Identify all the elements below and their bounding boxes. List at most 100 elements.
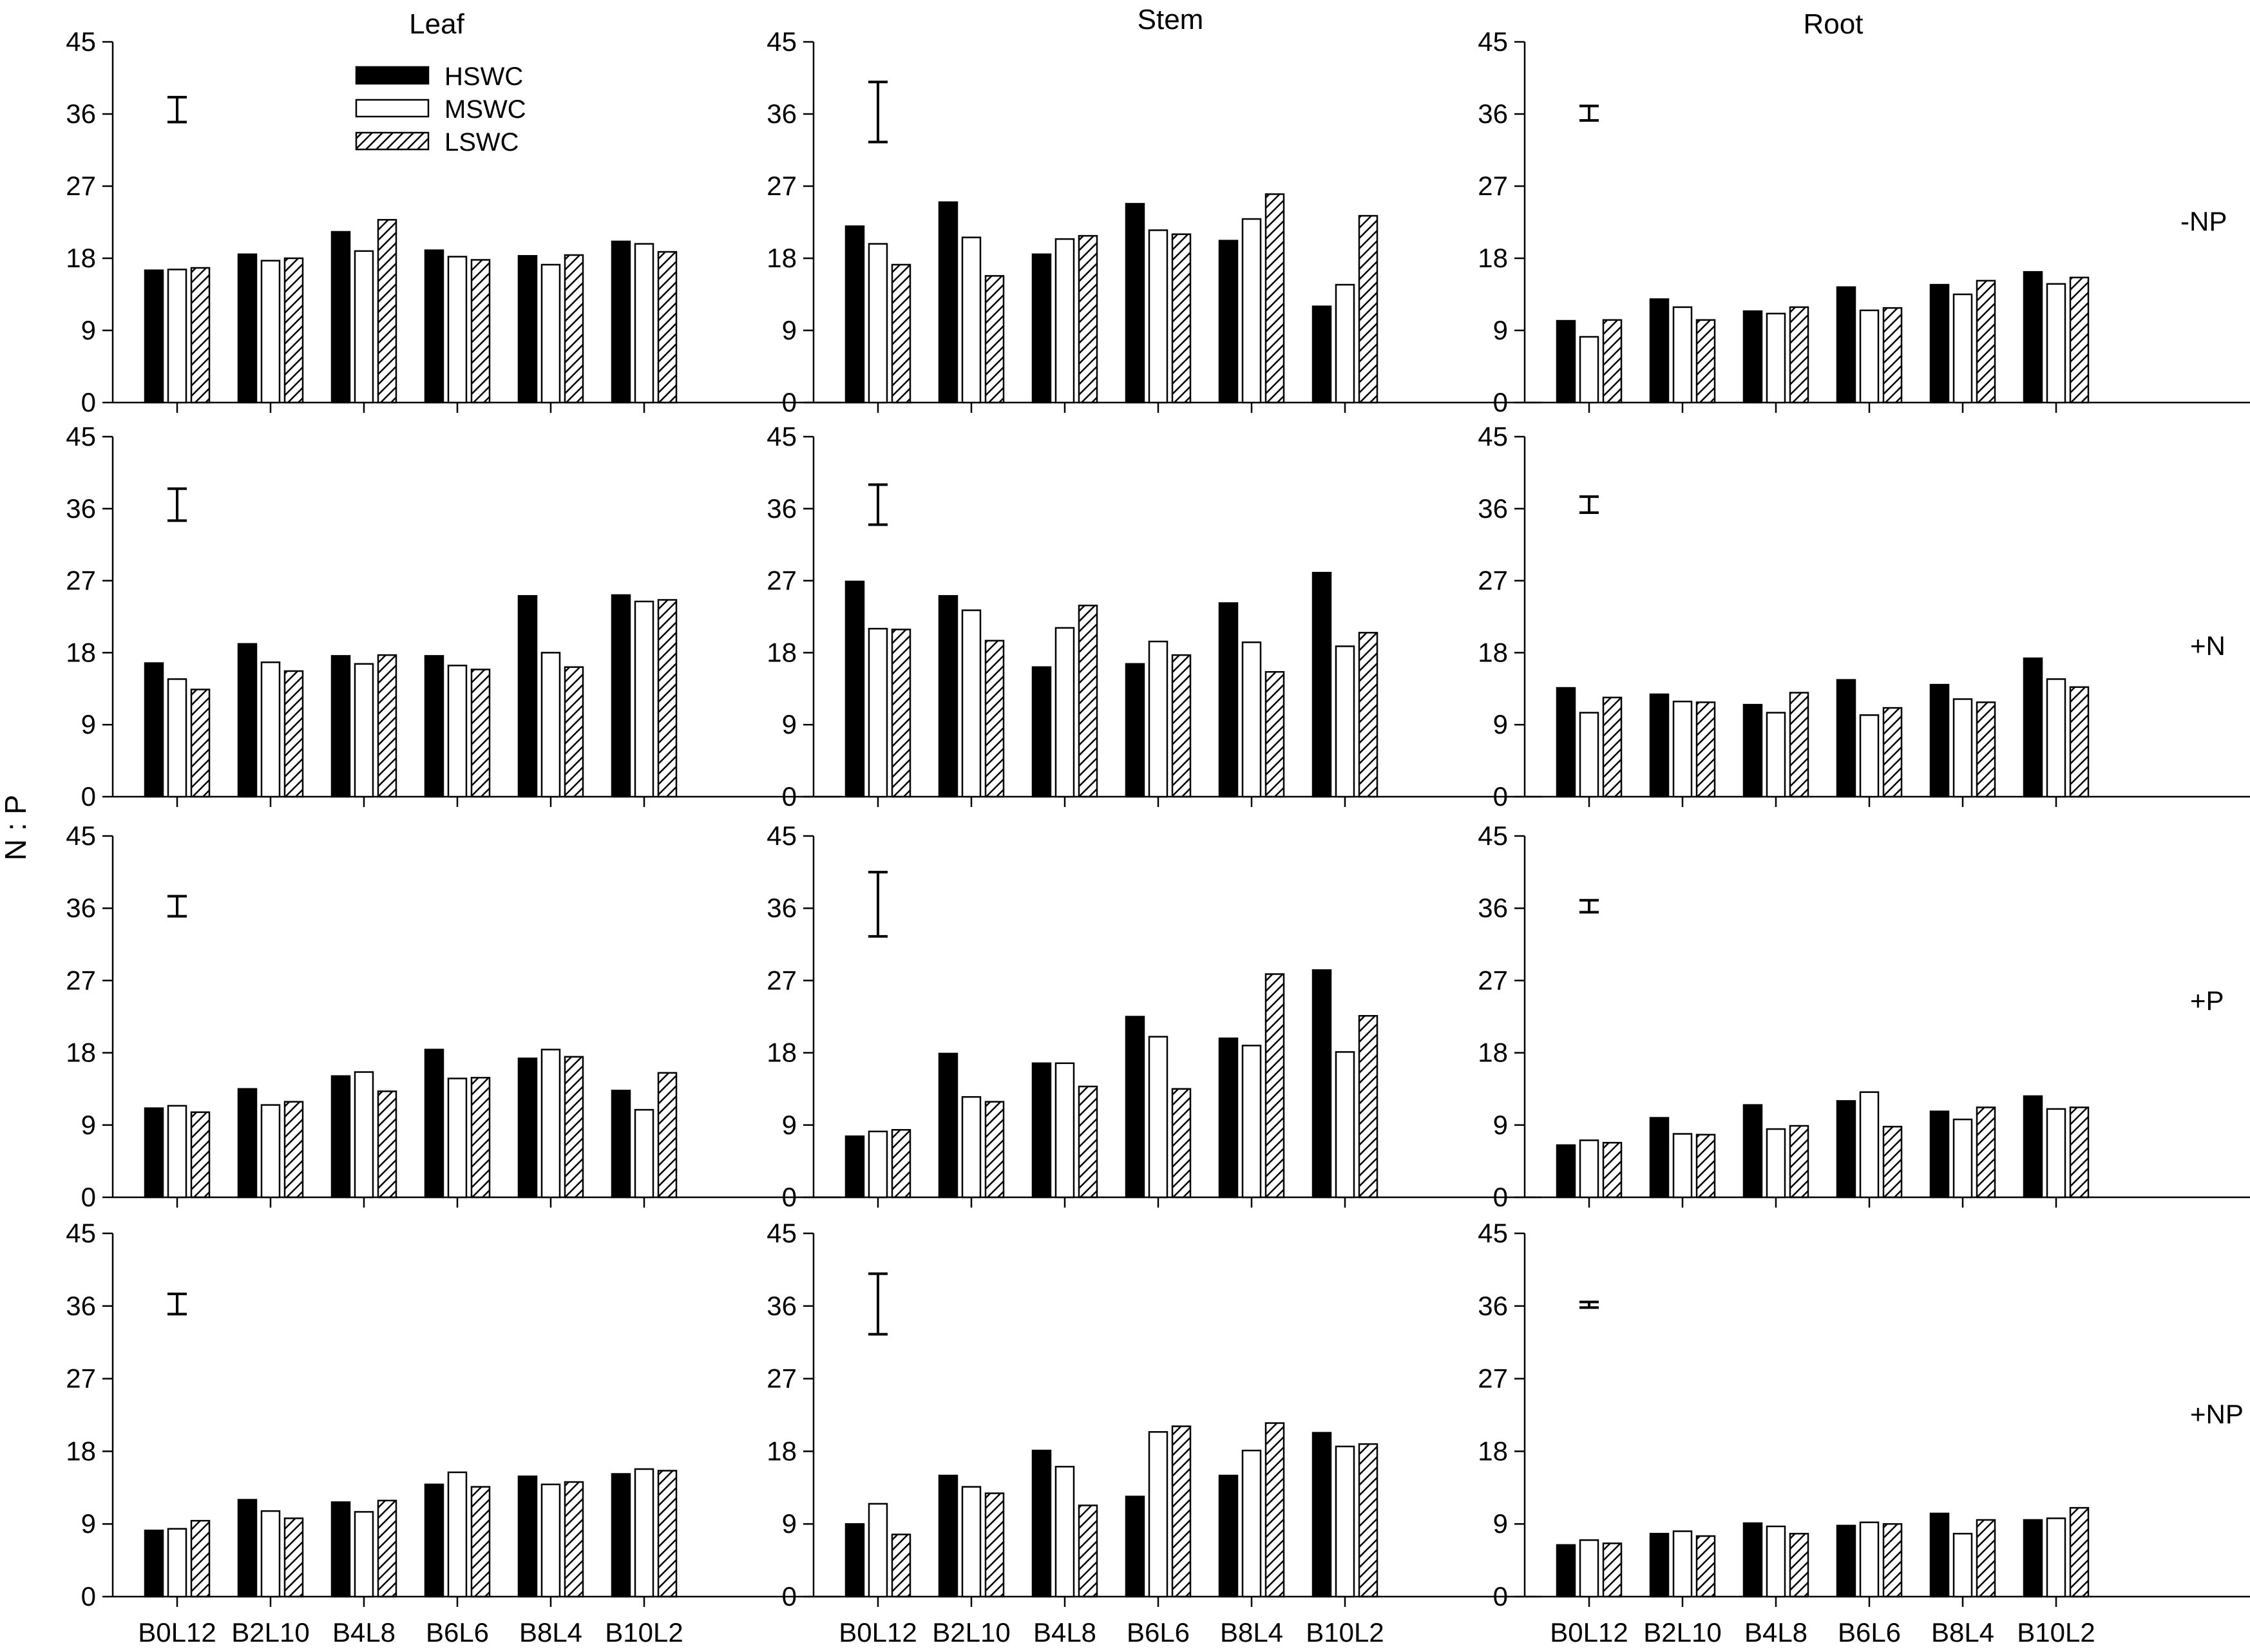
- y-tick-label: 0: [1493, 781, 1508, 812]
- y-tick-label: 36: [767, 893, 797, 923]
- error-bar-plus-np-root: [1579, 1300, 1599, 1309]
- bar-plus-np-root-hswc-b0l12: [1556, 1544, 1576, 1598]
- panel-plus-np-stem: 0 9 18 27 36 45 B0L12 B2L10 B4L8 B6L6 B8L4 B10L2: [767, 1218, 1541, 1647]
- bar-plus-n-stem-mswc-b0l12: [868, 627, 888, 798]
- bar-plus-n-leaf-mswc-b0l12: [167, 678, 187, 798]
- bar-plus-np-root-lswc-b10l2: [2069, 1506, 2090, 1598]
- x-tick-label-b8l4: B8L4: [519, 1617, 582, 1647]
- bar-plus-p-root-lswc-b6l6: [1882, 1126, 1903, 1199]
- y-tick-label: 9: [81, 1110, 96, 1140]
- bar-plus-n-leaf-hswc-b8l4: [517, 594, 538, 798]
- y-tick-label: 27: [1478, 1363, 1508, 1394]
- y-tick-label: 18: [767, 1436, 797, 1466]
- bar-plus-n-stem-mswc-b6l6: [1148, 640, 1168, 798]
- legend-swatch-lswc: [355, 131, 430, 151]
- panel-plus-p-stem: 0 9 18 27 36 45: [767, 821, 1541, 1212]
- y-tick-label: 0: [782, 781, 797, 812]
- bar-plus-np-root-lswc-b6l6: [1882, 1523, 1903, 1598]
- bar-plus-n-root-mswc-b2l10: [1672, 700, 1693, 798]
- bar-plus-p-root-mswc-b2l10: [1672, 1133, 1693, 1199]
- bar-plus-p-leaf-mswc-b6l6: [447, 1078, 468, 1199]
- bar-plus-p-root-mswc-b8l4: [1952, 1118, 1973, 1199]
- bar-plus-np-stem-lswc-b6l6: [1171, 1425, 1192, 1598]
- bar-minus-np-stem-hswc-b8l4: [1218, 240, 1239, 404]
- bar-plus-p-stem-hswc-b0l12: [844, 1135, 865, 1199]
- x-tick-label-b0l12: B0L12: [138, 1617, 216, 1647]
- bar-plus-n-stem-mswc-b4l8: [1054, 627, 1075, 798]
- bar-plus-np-stem-hswc-b10l2: [1311, 1432, 1332, 1598]
- error-bar-plus-np-stem: [868, 1272, 888, 1336]
- y-tick-label: 0: [782, 1581, 797, 1611]
- y-tick-label: 18: [66, 1038, 96, 1068]
- bar-plus-p-root-lswc-b4l8: [1789, 1125, 1809, 1199]
- panel-plus-np-leaf: 0 9 18 27 36 45 B0L12 B2L10 B4L8 B6L6 B8L4 B10L2: [66, 1218, 841, 1647]
- bar-plus-np-leaf-hswc-b6l6: [424, 1483, 444, 1598]
- row-label-minus-np: -NP: [2180, 206, 2227, 236]
- bar-plus-p-root-mswc-b6l6: [1859, 1091, 1880, 1199]
- bar-plus-p-stem-mswc-b6l6: [1148, 1036, 1168, 1199]
- bar-plus-np-leaf-lswc-b10l2: [657, 1470, 678, 1598]
- y-tick-label: 9: [1493, 709, 1508, 739]
- x-tick-label-b4l8: B4L8: [332, 1617, 396, 1647]
- bar-plus-np-root-mswc-b6l6: [1859, 1521, 1880, 1598]
- bar-plus-n-leaf-mswc-b10l2: [634, 600, 654, 798]
- y-tick-label: 27: [1478, 565, 1508, 596]
- bar-plus-p-leaf-hswc-b0l12: [144, 1107, 164, 1199]
- panel-minus-np-root: 0 9 18 27 36 45: [1478, 26, 2250, 417]
- bar-minus-np-stem-hswc-b10l2: [1311, 305, 1332, 404]
- column-title-stem: Stem: [1138, 4, 1204, 35]
- bar-plus-n-root-hswc-b6l6: [1836, 679, 1856, 798]
- bar-plus-n-leaf-lswc-b0l12: [190, 688, 211, 798]
- bar-minus-np-stem-mswc-b0l12: [868, 243, 888, 404]
- bar-minus-np-root-mswc-b6l6: [1859, 309, 1880, 404]
- y-tick-label: 45: [767, 26, 797, 57]
- bar-minus-np-stem-mswc-b8l4: [1241, 218, 1262, 404]
- bar-plus-p-root-lswc-b0l12: [1602, 1141, 1623, 1199]
- y-tick-label: 9: [782, 709, 797, 739]
- bar-minus-np-root-lswc-b2l10: [1695, 319, 1716, 404]
- bar-plus-np-leaf-hswc-b2l10: [237, 1499, 258, 1598]
- bar-plus-n-root-mswc-b6l6: [1859, 714, 1880, 798]
- bar-plus-p-leaf-hswc-b10l2: [611, 1089, 631, 1199]
- bar-minus-np-leaf-hswc-b4l8: [330, 231, 351, 404]
- y-tick-label: 0: [81, 1581, 96, 1611]
- x-tick-label-b8l4: B8L4: [1220, 1617, 1283, 1647]
- y-tick-label: 45: [66, 1218, 96, 1248]
- bar-minus-np-stem-lswc-b8l4: [1264, 193, 1285, 404]
- bar-minus-np-stem-mswc-b4l8: [1054, 238, 1075, 404]
- y-tick-label: 27: [66, 171, 96, 201]
- bar-plus-p-root-hswc-b8l4: [1929, 1110, 1950, 1199]
- x-tick-label-b4l8: B4L8: [1744, 1617, 1807, 1647]
- y-tick-label: 36: [767, 1291, 797, 1321]
- bar-plus-p-root-hswc-b10l2: [2023, 1095, 2043, 1199]
- bar-plus-n-stem-lswc-b6l6: [1171, 654, 1192, 798]
- x-tick-label-b2l10: B2L10: [231, 1617, 309, 1647]
- bar-plus-np-root-lswc-b4l8: [1789, 1532, 1809, 1598]
- bar-minus-np-stem-lswc-b2l10: [984, 275, 1005, 404]
- panel-plus-n-leaf: 0 9 18 27 36 45: [66, 421, 841, 812]
- bar-minus-np-leaf-mswc-b2l10: [260, 260, 281, 404]
- y-tick-label: 0: [81, 781, 96, 812]
- bar-plus-np-root-mswc-b10l2: [2046, 1517, 2066, 1598]
- bar-plus-n-root-hswc-b0l12: [1556, 687, 1576, 798]
- bar-plus-np-root-lswc-b0l12: [1602, 1543, 1623, 1598]
- bar-plus-n-root-hswc-b8l4: [1929, 683, 1950, 798]
- bar-minus-np-stem-lswc-b10l2: [1358, 214, 1378, 404]
- y-tick-label: 18: [1478, 243, 1508, 273]
- y-tick-label: 18: [1478, 1038, 1508, 1068]
- y-tick-label: 18: [66, 1436, 96, 1466]
- y-tick-label: 36: [66, 99, 96, 129]
- bar-plus-p-leaf-mswc-b8l4: [540, 1049, 561, 1199]
- bar-plus-n-stem-hswc-b0l12: [844, 580, 865, 798]
- row-label-plus-p: +P: [2190, 985, 2224, 1016]
- bar-plus-n-root-hswc-b10l2: [2023, 657, 2043, 798]
- annotations-layer: N : P Leaf Stem Root -NP +N +P +NP: [0, 4, 2244, 1429]
- bar-minus-np-root-mswc-b2l10: [1672, 306, 1693, 404]
- y-tick-label: 45: [1478, 821, 1508, 851]
- bar-plus-n-leaf-lswc-b4l8: [377, 654, 397, 798]
- bar-minus-np-stem-hswc-b4l8: [1031, 253, 1052, 404]
- y-tick-label: 45: [767, 421, 797, 451]
- y-tick-label: 0: [1493, 387, 1508, 417]
- bar-minus-np-stem-lswc-b4l8: [1078, 234, 1098, 404]
- x-tick-label-b2l10: B2L10: [1643, 1617, 1721, 1647]
